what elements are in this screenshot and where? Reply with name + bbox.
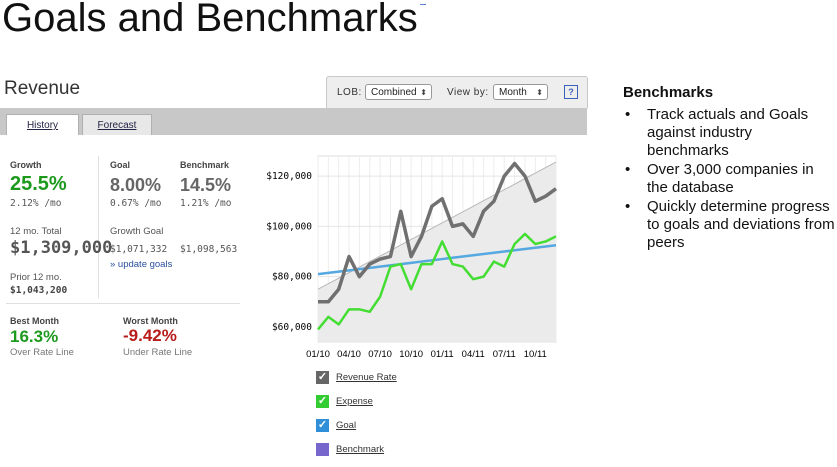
tab-forecast[interactable]: Forecast xyxy=(82,114,152,135)
expense-line xyxy=(317,232,557,331)
growth-sub: 2.12% /mo xyxy=(10,198,62,209)
select-arrows-icon: ⬍ xyxy=(536,88,543,97)
x-tick-label: 07/11 xyxy=(493,349,516,360)
x-tick-label: 07/10 xyxy=(368,349,392,360)
benchmark-item-text: Over 3,000 companies in the database xyxy=(647,161,814,196)
y-tick-label: $100,000 xyxy=(266,221,312,232)
benchmarks-title: Benchmarks xyxy=(623,84,714,101)
revenue-title: Revenue xyxy=(4,78,81,99)
growth-goal-label: Growth Goal xyxy=(110,226,164,237)
update-goals-link[interactable]: » update goals xyxy=(110,259,173,270)
x-tick-label: 10/10 xyxy=(399,349,423,360)
legend-label[interactable]: Benchmark xyxy=(336,444,385,455)
benchmark-item: • Over 3,000 companies in the database xyxy=(623,161,835,197)
controls-bar: LOB: Combined ⬍ View by: Month ⬍ ? xyxy=(326,76,588,110)
benchmark-line xyxy=(317,161,557,290)
checkbox-checked-icon[interactable]: ✓ xyxy=(316,419,329,432)
y-tick-label: $60,000 xyxy=(272,322,312,333)
benchmarks-list: • Track actuals and Goals against industr… xyxy=(623,106,835,253)
help-icon[interactable]: ? xyxy=(564,85,578,99)
x-tick-label: 01/10 xyxy=(306,349,330,360)
growth-value: 25.5% xyxy=(10,173,67,195)
viewby-label: View by: xyxy=(447,87,489,98)
x-tick-label: 01/11 xyxy=(431,349,454,360)
growth-label: Growth xyxy=(10,160,42,170)
goal-value: 8.00% xyxy=(110,175,162,195)
total-value: $1,309,000 xyxy=(10,238,113,258)
bullet: • xyxy=(625,198,631,215)
benchmark-goal-value: $1,098,563 xyxy=(180,244,238,255)
goal-line xyxy=(317,243,557,276)
prior-label: Prior 12 mo. xyxy=(10,272,62,283)
revenue-rate-line xyxy=(318,161,558,304)
checkbox-checked-icon[interactable]: ✓ xyxy=(316,395,329,408)
worst-month-value: -9.42% xyxy=(123,326,177,345)
select-arrows-icon: ⬍ xyxy=(420,88,427,97)
viewby-select[interactable]: Month ⬍ xyxy=(493,84,548,100)
worst-month-label: Worst Month xyxy=(123,316,178,326)
x-tick-label: 04/10 xyxy=(337,349,361,360)
x-tick-label: 04/11 xyxy=(462,349,485,360)
lob-select-value: Combined xyxy=(371,87,417,98)
benchmark-item: • Quickly determine progress to goals and… xyxy=(623,198,835,252)
total-label: 12 mo. Total xyxy=(10,226,62,237)
prior-value: $1,043,200 xyxy=(10,285,68,296)
y-tick-label: $80,000 xyxy=(272,272,312,283)
stats-hdivider xyxy=(6,303,240,304)
lob-label: LOB: xyxy=(337,87,362,98)
best-month-label: Best Month xyxy=(10,316,59,326)
best-month-note: Over Rate Line xyxy=(10,347,74,358)
stats-divider xyxy=(98,156,99,298)
checkbox-checked-icon[interactable]: ✓ xyxy=(316,371,329,384)
benchmark-item-text: Quickly determine progress to goals and … xyxy=(647,198,835,251)
x-tick-label: 10/11 xyxy=(524,349,547,360)
lob-select[interactable]: Combined ⬍ xyxy=(365,84,432,100)
goal-label: Goal xyxy=(110,160,131,170)
color-swatch-icon[interactable] xyxy=(316,443,329,456)
y-tick-label: $120,000 xyxy=(266,171,312,182)
legend-label[interactable]: Expense xyxy=(336,396,373,407)
growth-goal-value: $1,071,332 xyxy=(110,244,168,255)
benchmark-value: 14.5% xyxy=(180,175,232,195)
legend-label[interactable]: Revenue Rate xyxy=(336,372,397,383)
benchmark-item-text: Track actuals and Goals against industry… xyxy=(647,106,809,159)
title-cursor-mark xyxy=(420,0,426,5)
best-month-value: 16.3% xyxy=(10,327,59,346)
viewby-select-value: Month xyxy=(499,87,527,98)
goal-sub: 0.67% /mo xyxy=(110,198,162,209)
tab-bar: History Forecast xyxy=(0,108,587,135)
bullet: • xyxy=(625,161,631,178)
page-title: Goals and Benchmarks xyxy=(2,0,418,40)
bullet: • xyxy=(625,106,631,123)
benchmark-sub: 1.21% /mo xyxy=(180,198,232,209)
benchmark-item: • Track actuals and Goals against industr… xyxy=(623,106,835,160)
benchmark-label: Benchmark xyxy=(180,160,230,170)
tab-history[interactable]: History xyxy=(6,114,79,135)
legend-label[interactable]: Goal xyxy=(336,420,357,431)
worst-month-note: Under Rate Line xyxy=(123,347,193,358)
